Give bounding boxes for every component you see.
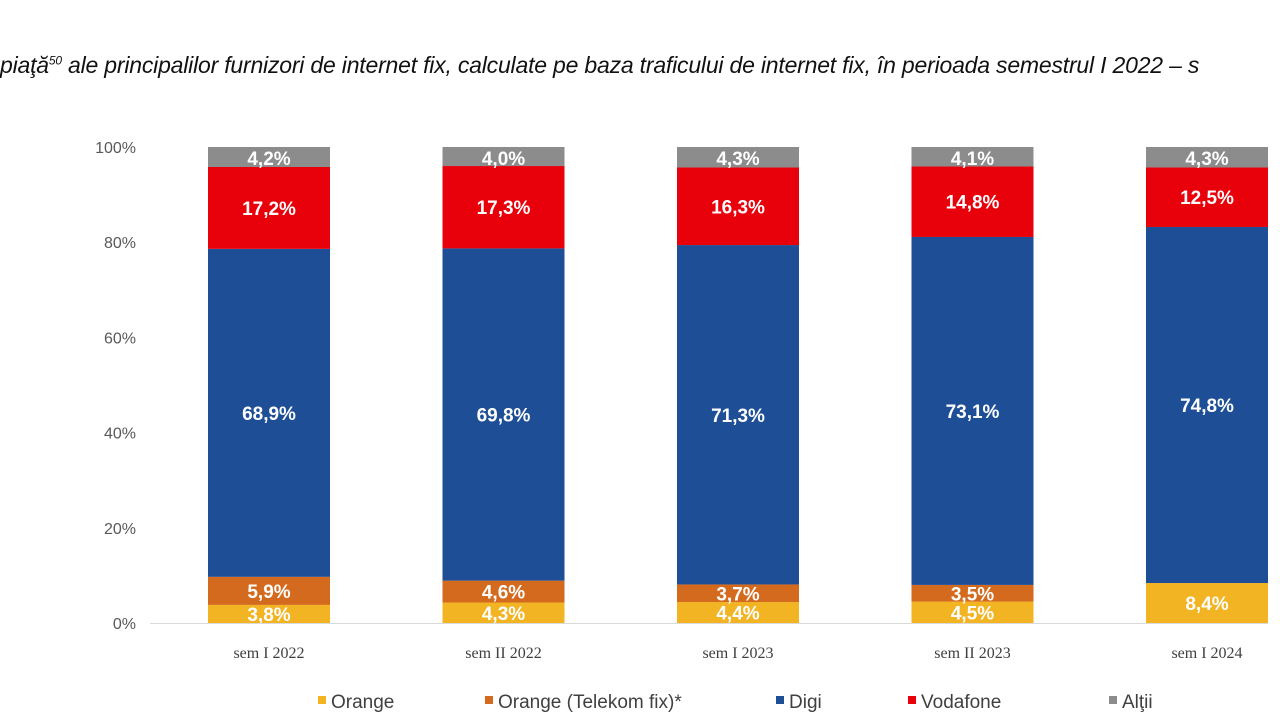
y-tick-label: 20% bbox=[104, 521, 136, 538]
bar-segment-al-ii bbox=[208, 147, 330, 167]
x-category-label: sem II 2022 bbox=[465, 645, 541, 662]
legend-label: Digi bbox=[789, 692, 822, 713]
y-tick-label: 100% bbox=[95, 140, 136, 157]
data-label: 3,5% bbox=[951, 584, 994, 605]
legend-swatch bbox=[318, 696, 326, 704]
bar-segment-orange bbox=[442, 602, 565, 623]
legend-label: Orange bbox=[331, 692, 394, 713]
bar-segment-orange-telekom-fix bbox=[677, 584, 799, 603]
data-label: 68,9% bbox=[242, 404, 296, 425]
x-category-label: sem II 2023 bbox=[934, 645, 1010, 662]
data-label: 5,9% bbox=[247, 582, 290, 603]
y-tick-label: 40% bbox=[104, 426, 136, 443]
bar-segment-digi bbox=[208, 248, 330, 577]
data-label: 17,3% bbox=[477, 198, 531, 219]
data-label: 4,1% bbox=[951, 149, 994, 170]
legend-swatch bbox=[776, 696, 784, 704]
legend-swatch bbox=[1109, 696, 1117, 704]
legend-label: Alţii bbox=[1122, 692, 1153, 713]
title-footnote-ref: 50 bbox=[48, 53, 62, 68]
legend-item: Digi bbox=[776, 692, 822, 713]
data-label: 14,8% bbox=[946, 193, 1000, 214]
bar-segment-vodafone bbox=[208, 166, 330, 249]
x-category-label: sem I 2023 bbox=[702, 645, 773, 662]
legend-item: Orange (Telekom fix)* bbox=[485, 692, 682, 713]
legend-label: Vodafone bbox=[921, 692, 1001, 713]
data-label: 74,8% bbox=[1180, 396, 1234, 417]
legend: Orange Orange (Telekom fix)* Digi Vodafone A… bbox=[318, 692, 1153, 713]
bar-segment-al-ii bbox=[911, 147, 1034, 167]
bar-stack: 4,5%3,5% 73,1% 14,8% 4,1% bbox=[911, 147, 1034, 624]
bar-segment-digi bbox=[677, 245, 799, 585]
data-label: 4,3% bbox=[1185, 149, 1228, 170]
data-label: 17,2% bbox=[242, 199, 296, 220]
bar-segment-al-ii bbox=[677, 147, 799, 168]
data-label: 73,1% bbox=[946, 402, 1000, 423]
bar-segment-al-ii bbox=[442, 147, 565, 167]
x-category-label: sem I 2024 bbox=[1171, 645, 1242, 662]
bar-stack: 8,4% 74,8% 12,5% 4,3% bbox=[1146, 147, 1268, 623]
data-label: 4,0% bbox=[482, 149, 525, 170]
bar-segment-vodafone bbox=[911, 166, 1034, 237]
bar-segment-orange-telekom-fix bbox=[208, 576, 330, 605]
data-label: 3,8% bbox=[247, 605, 290, 626]
bar-segment-orange-telekom-fix bbox=[442, 580, 565, 603]
data-label: 4,4% bbox=[716, 604, 759, 625]
legend-item: Orange bbox=[318, 692, 394, 713]
bar-segment-vodafone bbox=[442, 166, 565, 249]
data-label: 12,5% bbox=[1180, 188, 1234, 209]
data-label: 4,3% bbox=[716, 149, 759, 170]
bar-segment-orange-telekom-fix bbox=[911, 584, 1034, 602]
bars: 3,8%5,9%68,9%17,2%4,2%4,3%4,6%69,8%17,3%… bbox=[208, 147, 1268, 626]
data-label: 8,4% bbox=[1185, 594, 1228, 615]
legend-item: Vodafone bbox=[908, 692, 1001, 713]
bar-segment-digi bbox=[1146, 226, 1268, 584]
data-label: 4,3% bbox=[482, 604, 525, 625]
x-category-label: sem I 2022 bbox=[233, 645, 304, 662]
data-label: 4,5% bbox=[951, 603, 994, 624]
legend-swatch bbox=[908, 696, 916, 704]
bar-segment-al-ii bbox=[1146, 147, 1268, 168]
y-tick-label: 80% bbox=[104, 235, 136, 252]
chart-title-text: piaţă bbox=[0, 52, 49, 78]
y-axis: 0% 20% 40% 60% 80% 100% bbox=[95, 140, 136, 633]
y-tick-label: 60% bbox=[104, 330, 136, 347]
data-label: 16,3% bbox=[711, 197, 765, 218]
bar-stack: 3,8%5,9% 68,9% 17,2% 4,2% bbox=[208, 147, 330, 626]
bar-stack: 4,4%3,7% 71,3% 16,3% 4,3% bbox=[677, 147, 799, 625]
data-label: 3,7% bbox=[716, 584, 759, 605]
chart-title: piaţă50 ale principalilor furnizori de i… bbox=[0, 52, 1199, 79]
bar-segment-orange bbox=[1146, 583, 1268, 623]
legend-label: Orange (Telekom fix)* bbox=[498, 692, 682, 713]
legend-swatch bbox=[485, 696, 493, 704]
data-label: 4,2% bbox=[247, 149, 290, 170]
chart-title-rest: ale principalilor furnizori de internet … bbox=[61, 52, 1200, 78]
data-label: 69,8% bbox=[477, 406, 531, 427]
data-label: 71,3% bbox=[711, 406, 765, 427]
y-tick-label: 0% bbox=[113, 616, 136, 633]
bar-segment-digi bbox=[442, 248, 565, 581]
bar-segment-vodafone bbox=[1146, 167, 1268, 227]
bar-segment-orange bbox=[208, 604, 330, 623]
bar-segment-vodafone bbox=[677, 167, 799, 246]
legend-item: Alţii bbox=[1109, 692, 1153, 713]
data-label: 4,6% bbox=[482, 583, 525, 604]
bar-stack: 4,3%4,6% 69,8% 17,3% 4,0% bbox=[442, 147, 565, 625]
bar-segment-orange bbox=[677, 602, 799, 623]
bar-segment-digi bbox=[911, 236, 1034, 585]
bar-segment-orange bbox=[911, 601, 1034, 623]
x-axis: sem I 2022 sem II 2022 sem I 2023 sem II 20… bbox=[150, 623, 1268, 662]
